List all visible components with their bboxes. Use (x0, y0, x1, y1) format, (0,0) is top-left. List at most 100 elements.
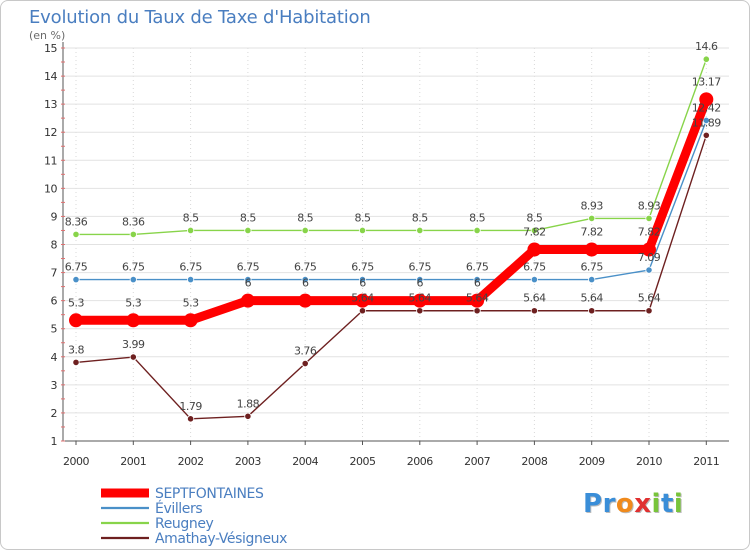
chart-subtitle: (en %) (29, 29, 66, 42)
data-label: 6 (417, 277, 424, 290)
data-point (645, 214, 653, 222)
y-tick-label: 3 (51, 379, 58, 392)
data-point (358, 275, 367, 284)
data-label: 6.75 (409, 261, 432, 274)
data-label: 12.42 (692, 101, 721, 114)
brand-letter: o (615, 489, 635, 519)
data-label-layer: 5.3 5.3 5.3 6 6 6 6 6 7.82 7.82 7.82 13.17 6.75 6.75 6… (65, 40, 722, 413)
data-label: 6 (245, 277, 252, 290)
data-label: 6 (474, 277, 481, 290)
data-label: 7.82 (523, 226, 546, 239)
data-label: 5.3 (183, 296, 199, 309)
x-tick-label: 2004 (292, 455, 318, 468)
chart-title: Evolution du Taux de Taxe d'Habitation (29, 7, 371, 28)
data-label: 6.75 (179, 261, 202, 274)
data-label: 8.5 (355, 211, 371, 224)
series-line-series-3 (75, 134, 707, 420)
data-point (72, 358, 80, 366)
x-tick-label: 2008 (521, 455, 547, 468)
legend: SEPTFONTAINESÉvillersReugneyAmathay-Vési… (101, 486, 288, 547)
data-label: 6.75 (237, 261, 260, 274)
data-point (244, 412, 252, 420)
data-point (301, 226, 309, 235)
series-line-series-1 (75, 119, 707, 281)
x-tick-label: 2006 (407, 455, 433, 468)
grid-layer (63, 47, 729, 442)
data-point (244, 226, 252, 235)
y-tick-label: 7 (51, 267, 58, 280)
data-label: 5.64 (523, 292, 546, 305)
data-point (473, 307, 481, 315)
data-label: 8.5 (412, 211, 428, 224)
data-label: 5.64 (409, 292, 432, 305)
data-label: 5.64 (638, 292, 661, 305)
data-point (530, 275, 539, 284)
data-point (187, 226, 195, 235)
y-tick-label: 9 (51, 210, 58, 223)
brand-letter: t (660, 489, 674, 519)
data-point (702, 116, 710, 125)
data-point (530, 307, 539, 315)
x-tick-label: 2009 (579, 455, 605, 468)
data-point (244, 275, 252, 284)
data-label: 8.5 (297, 211, 313, 224)
data-point (129, 230, 137, 238)
data-point (527, 242, 542, 257)
data-point (301, 275, 309, 284)
data-label: 5.64 (351, 292, 374, 305)
data-point (645, 307, 653, 315)
y-tick-label: 1 (51, 435, 58, 448)
data-point (355, 293, 370, 308)
data-label: 5.3 (125, 296, 141, 309)
data-point (642, 242, 656, 257)
data-point (412, 293, 427, 308)
legend-entry: Évillers (155, 500, 202, 517)
data-label: 6 (302, 277, 309, 290)
data-label: 8.5 (240, 211, 256, 224)
data-label: 3.99 (122, 338, 145, 351)
data-point (187, 415, 195, 423)
data-point (240, 293, 255, 308)
x-tick-label: 2010 (636, 455, 662, 468)
data-point (69, 313, 83, 328)
x-tick-label: 2000 (63, 455, 89, 468)
y-tick-label: 6 (51, 295, 58, 308)
data-label: 8.93 (638, 199, 661, 212)
data-label: 5.3 (68, 296, 84, 309)
x-tick-label: 2005 (350, 455, 376, 468)
data-point (584, 242, 599, 257)
data-label: 6 (359, 277, 366, 290)
data-label: 8.5 (183, 211, 199, 224)
data-point (416, 226, 424, 235)
data-point (473, 226, 481, 235)
data-point (358, 226, 367, 235)
y-tick-label: 11 (44, 154, 57, 167)
data-label: 3.76 (294, 345, 317, 358)
brand-letter: r (602, 489, 616, 519)
data-label: 6.75 (580, 261, 603, 274)
brand-letter: P (583, 489, 603, 519)
data-point (473, 275, 481, 284)
data-point (645, 266, 653, 274)
data-point (129, 275, 137, 284)
series-line-septfontaines (71, 94, 711, 325)
legend-entry: SEPTFONTAINES (155, 486, 264, 502)
data-label: 5.64 (580, 292, 603, 305)
data-label: 5.64 (466, 292, 489, 305)
y-tick-label: 8 (51, 239, 58, 252)
legend-entry: Reugney (155, 516, 214, 532)
data-label: 3.8 (68, 343, 84, 356)
y-tick-label: 2 (51, 407, 58, 420)
y-tick-label: 15 (44, 42, 57, 55)
data-point (129, 353, 137, 361)
legend-entry: Amathay-Vésigneux (155, 531, 287, 547)
data-label: 6.75 (294, 261, 317, 274)
y-tick-label: 5 (51, 323, 58, 336)
data-point (72, 275, 80, 284)
data-label: 8.36 (122, 215, 145, 228)
series-line-series-2 (75, 58, 707, 236)
data-point (298, 293, 313, 308)
y-tick-label: 14 (44, 70, 57, 83)
